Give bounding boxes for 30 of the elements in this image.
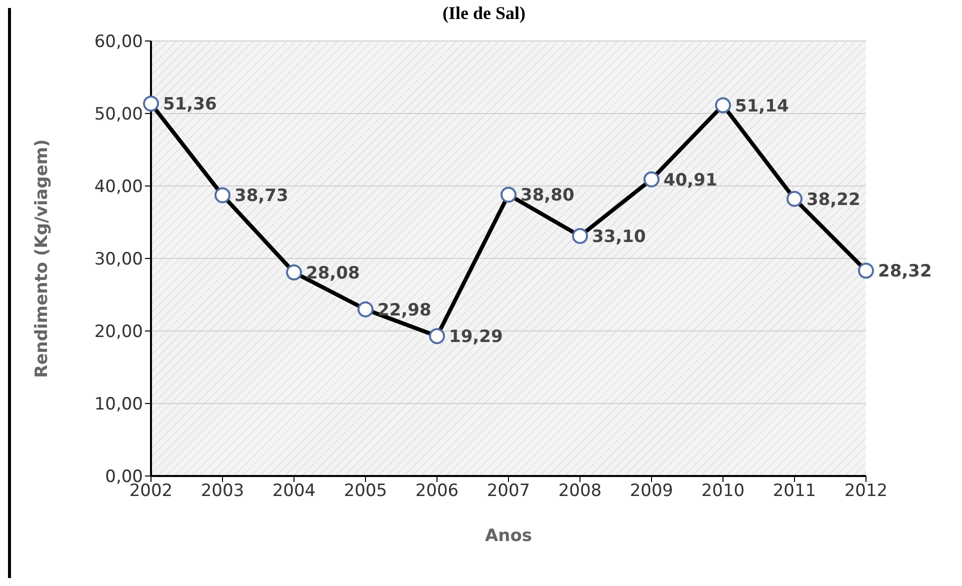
data-label: 38,73 xyxy=(234,186,288,206)
data-label: 51,36 xyxy=(163,94,217,115)
data-label: 51,14 xyxy=(735,96,789,116)
data-label: 28,08 xyxy=(306,263,360,284)
data-label: 28,32 xyxy=(878,262,932,282)
y-axis-title: Rendimento (Kg/viagem) xyxy=(32,139,52,378)
x-tick-label: 2008 xyxy=(558,481,602,502)
y-tick-label: 10,00 xyxy=(94,394,143,415)
x-tick-label: 2003 xyxy=(200,481,244,502)
data-label: 19,29 xyxy=(449,327,503,348)
y-tick-label: 30,00 xyxy=(94,250,143,270)
x-tick-label: 2009 xyxy=(630,481,674,502)
x-tick-label: 2006 xyxy=(415,481,459,502)
data-label: 33,10 xyxy=(592,227,646,248)
x-tick-label: 2010 xyxy=(701,481,745,502)
x-tick-label: 2011 xyxy=(772,481,816,502)
data-label: 38,22 xyxy=(806,190,860,210)
x-tick-label: 2012 xyxy=(844,481,888,502)
data-label: 22,98 xyxy=(378,300,432,320)
x-tick-label: 2007 xyxy=(486,481,530,502)
x-axis-title: Anos xyxy=(484,526,532,546)
x-tick-label: 2005 xyxy=(344,481,388,502)
data-label: 40,91 xyxy=(664,170,718,190)
y-tick-label: 40,00 xyxy=(94,177,143,198)
y-tick-label: 60,00 xyxy=(94,32,143,52)
chart-title: (Ile de Sal) xyxy=(11,3,957,24)
x-tick-label: 2004 xyxy=(272,481,316,502)
y-tick-label: 20,00 xyxy=(94,322,143,342)
data-label: 38,80 xyxy=(520,186,574,206)
y-tick-label: 50,00 xyxy=(94,104,143,125)
